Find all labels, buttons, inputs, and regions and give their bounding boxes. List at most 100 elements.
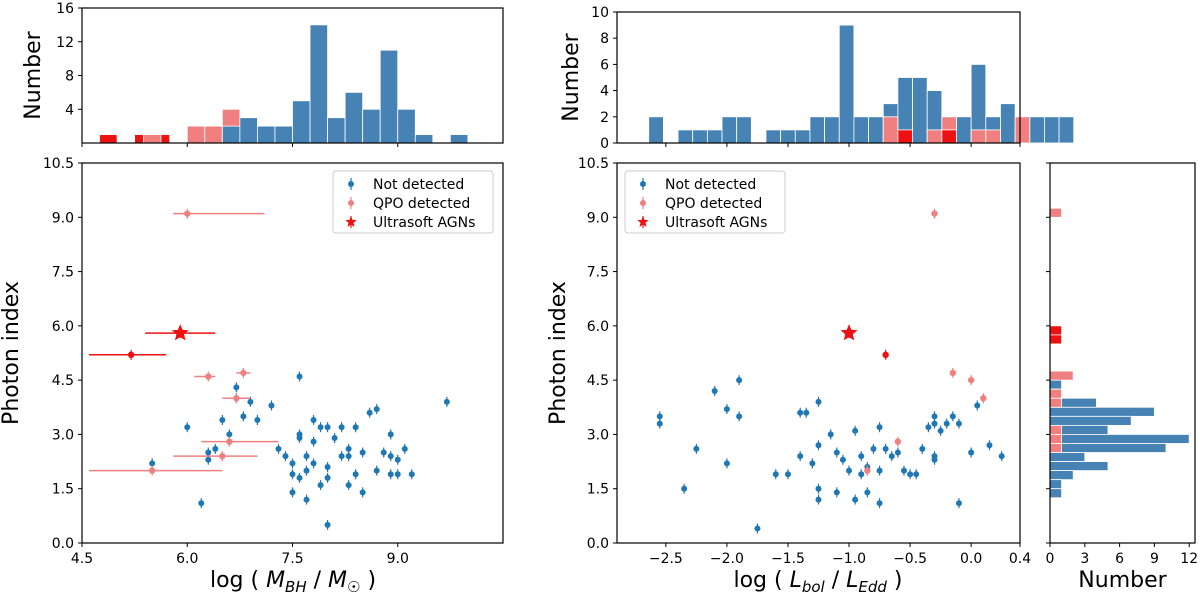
y-axis-label: Photon index bbox=[546, 281, 571, 425]
top-left-histogram: 4 8 12 16 Number bbox=[21, 1, 504, 147]
hist-bar bbox=[327, 117, 346, 144]
x-axis-label: log ( Lbol / LEdd ) bbox=[733, 568, 902, 596]
data-point bbox=[736, 413, 743, 420]
data-point bbox=[809, 460, 816, 467]
data-point bbox=[443, 398, 450, 405]
data-point bbox=[998, 453, 1005, 460]
data-point bbox=[736, 377, 743, 384]
data-point bbox=[296, 474, 303, 481]
hist-bar bbox=[692, 129, 708, 144]
hist-bar bbox=[985, 129, 1001, 144]
data-point bbox=[380, 449, 387, 456]
hist-bar bbox=[397, 108, 416, 144]
data-point bbox=[401, 445, 408, 452]
data-point bbox=[882, 351, 889, 359]
y-tick-label: 0.0 bbox=[52, 536, 74, 552]
data-point bbox=[754, 525, 761, 532]
data-point bbox=[387, 431, 394, 438]
y-tick-label: 0 bbox=[600, 136, 609, 152]
data-point bbox=[303, 467, 310, 474]
data-point bbox=[366, 409, 373, 416]
data-point bbox=[858, 471, 865, 478]
data-point bbox=[833, 489, 840, 496]
plot-frame bbox=[616, 11, 1021, 144]
hist-bar bbox=[1049, 452, 1086, 462]
data-point bbox=[289, 471, 296, 478]
legend-label: Ultrasoft AGNs bbox=[373, 215, 475, 231]
data-point bbox=[408, 471, 415, 478]
y-tick-label: 1.5 bbox=[587, 482, 609, 498]
data-point bbox=[974, 402, 981, 409]
hist-bar bbox=[1049, 388, 1062, 399]
y-tick-label: 9.0 bbox=[52, 210, 74, 226]
hist-bar bbox=[204, 125, 223, 144]
data-point bbox=[968, 449, 975, 456]
hist-bar bbox=[941, 129, 957, 144]
hist-bar bbox=[721, 116, 738, 144]
data-point bbox=[233, 384, 240, 391]
data-point bbox=[931, 210, 938, 217]
data-point bbox=[324, 474, 331, 481]
hist-bar bbox=[362, 108, 381, 144]
right-histogram: 0 3 6 9 12 Number bbox=[1046, 162, 1198, 593]
x-tick-label: 9 bbox=[1150, 551, 1159, 567]
data-point bbox=[876, 424, 883, 431]
data-point bbox=[852, 427, 859, 434]
data-point bbox=[815, 398, 822, 405]
hist-bar bbox=[1049, 443, 1062, 453]
hist-bar bbox=[142, 134, 162, 144]
data-point bbox=[711, 388, 718, 394]
data-point bbox=[212, 445, 219, 452]
hist-bar bbox=[970, 129, 987, 144]
data-point bbox=[345, 453, 352, 460]
hist-bar bbox=[239, 117, 258, 144]
hist-bar bbox=[1049, 424, 1062, 435]
data-point bbox=[839, 456, 846, 463]
x-tick-label: 3 bbox=[1080, 551, 1089, 567]
data-point bbox=[858, 453, 865, 460]
data-point bbox=[373, 467, 380, 474]
data-point bbox=[815, 485, 822, 492]
data-point bbox=[894, 438, 902, 445]
y-axis-label: Number bbox=[21, 30, 46, 119]
data-point bbox=[324, 464, 331, 470]
data-point bbox=[310, 438, 317, 445]
data-point bbox=[882, 445, 889, 452]
x-tick-label: 12 bbox=[1180, 551, 1198, 567]
data-point bbox=[784, 471, 791, 478]
y-tick-label: 0.0 bbox=[587, 536, 609, 552]
data-point bbox=[331, 435, 338, 442]
y-tick-label: 4 bbox=[600, 84, 609, 100]
data-point bbox=[387, 471, 394, 478]
x-axis-label: log ( MBH / M☉ ) bbox=[210, 568, 376, 596]
hist-bar bbox=[794, 129, 811, 144]
legend-box bbox=[624, 170, 786, 234]
hist-bar bbox=[1049, 479, 1062, 490]
hist-bar bbox=[99, 134, 118, 144]
data-point bbox=[226, 431, 233, 438]
hist-bar bbox=[344, 91, 364, 144]
y-tick-label: 3.0 bbox=[52, 427, 74, 443]
legend-marker bbox=[637, 216, 649, 227]
data-point bbox=[833, 449, 840, 456]
hist-bar bbox=[1049, 461, 1109, 472]
y-tick-label: 8 bbox=[600, 31, 609, 47]
hist-bar bbox=[706, 129, 723, 144]
left-scatter-plot: 0.0 1.5 3.0 4.5 6.0 7.5 9.0 10.5 4.5 6.0 7.5 9.0 Not… bbox=[0, 156, 504, 596]
y-tick-label: 9.0 bbox=[587, 210, 609, 226]
hist-bar bbox=[1049, 370, 1074, 381]
middle-scatter-plot: 0.0 1.5 3.0 4.5 6.0 7.5 9.0 10.5 −2.5 −2.0 −1.5 −1.… bbox=[546, 156, 1031, 596]
legend-label: Not detected bbox=[665, 177, 756, 193]
data-point bbox=[864, 489, 871, 496]
data-point bbox=[986, 442, 993, 449]
hist-bar bbox=[257, 125, 276, 144]
data-point bbox=[876, 467, 883, 474]
hist-bar bbox=[379, 49, 399, 144]
x-tick-label: 0.0 bbox=[960, 551, 982, 567]
data-point bbox=[931, 413, 938, 420]
data-point bbox=[352, 471, 359, 478]
x-tick-label: 0 bbox=[1046, 551, 1055, 567]
x-tick-label: 9.0 bbox=[387, 551, 409, 567]
y-tick-label: 6 bbox=[600, 57, 609, 73]
data-point bbox=[943, 420, 950, 427]
